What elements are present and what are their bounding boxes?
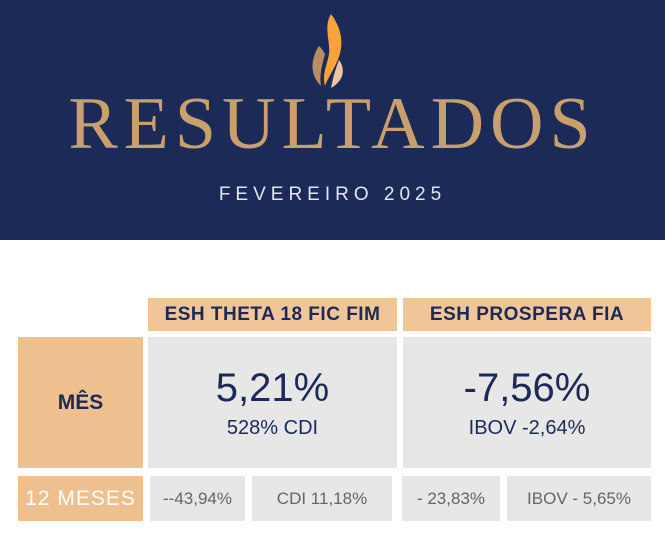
flame-icon [312, 14, 343, 88]
month-cell-theta: 5,21% 528% CDI [148, 337, 397, 468]
row-label-month: MÊS [18, 337, 143, 468]
year-cell: CDI 11,18% [252, 476, 392, 521]
header-banner: RESULTADOS FEVEREIRO 2025 [0, 0, 665, 240]
year-cell: IBOV - 5,65% [507, 476, 651, 521]
column-header-theta: ESH THETA 18 FIC FIM [148, 298, 397, 331]
page-title: RESULTADOS [68, 83, 597, 165]
month-benchmark: IBOV -2,64% [468, 416, 586, 439]
month-cell-prospera: -7,56% IBOV -2,64% [403, 337, 651, 468]
month-benchmark: 528% CDI [226, 416, 319, 439]
page-subtitle: FEVEREIRO 2025 [218, 184, 447, 205]
month-return: -7,56% [463, 365, 591, 410]
year-cell: - 23,83% [402, 476, 500, 521]
row-label-12-months: 12 MESES [18, 476, 143, 521]
month-return: 5,21% [215, 365, 330, 410]
year-cell: --43,94% [150, 476, 245, 521]
column-header-prospera: ESH PROSPERA FIA [403, 298, 651, 331]
